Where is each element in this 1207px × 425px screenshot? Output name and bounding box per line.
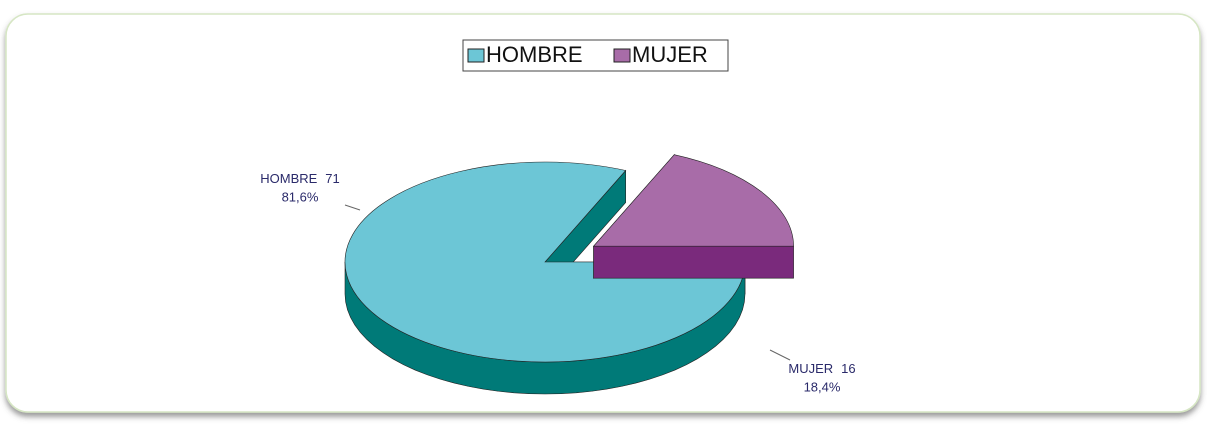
legend-label: MUJER (632, 42, 708, 67)
data-label: MUJER 16 (788, 361, 855, 376)
legend-box (462, 39, 729, 72)
label-category: MUJER (788, 361, 833, 376)
legend-swatch (467, 48, 485, 63)
leader-line (344, 204, 361, 211)
data-label-percent: 18,4% (804, 379, 841, 394)
slice-cut-face (593, 245, 794, 279)
data-label-percent: 81,6% (282, 189, 319, 204)
data-label: HOMBRE 71 (260, 171, 340, 186)
pie-slice (592, 153, 794, 279)
legend-label: HOMBRE (486, 42, 583, 67)
leader-line (769, 349, 791, 361)
slice-top (592, 154, 794, 247)
label-category: HOMBRE (260, 171, 317, 186)
legend-swatch (613, 48, 631, 63)
label-value: 16 (841, 361, 855, 376)
label-value: 71 (325, 171, 339, 186)
slice-top (344, 161, 746, 363)
